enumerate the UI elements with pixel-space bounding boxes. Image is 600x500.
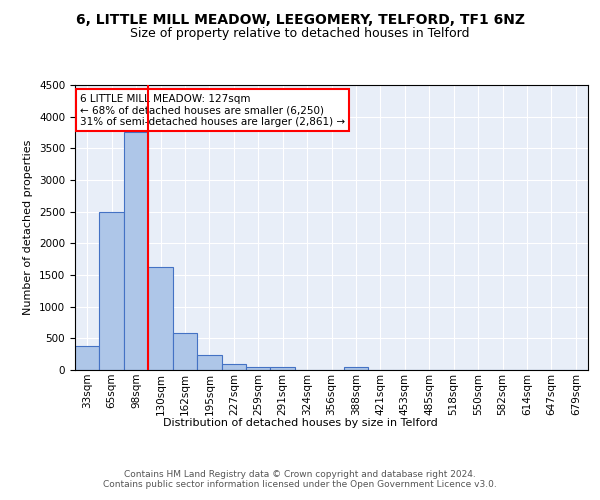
- Y-axis label: Number of detached properties: Number of detached properties: [23, 140, 34, 315]
- Text: 6 LITTLE MILL MEADOW: 127sqm
← 68% of detached houses are smaller (6,250)
31% of: 6 LITTLE MILL MEADOW: 127sqm ← 68% of de…: [80, 94, 345, 126]
- Text: Distribution of detached houses by size in Telford: Distribution of detached houses by size …: [163, 418, 437, 428]
- Text: Size of property relative to detached houses in Telford: Size of property relative to detached ho…: [130, 28, 470, 40]
- Bar: [173, 332, 197, 370]
- Text: Contains HM Land Registry data © Crown copyright and database right 2024.
Contai: Contains HM Land Registry data © Crown c…: [103, 470, 497, 490]
- Bar: [221, 364, 246, 370]
- Bar: [246, 366, 271, 370]
- Bar: [197, 355, 221, 370]
- Text: 6, LITTLE MILL MEADOW, LEEGOMERY, TELFORD, TF1 6NZ: 6, LITTLE MILL MEADOW, LEEGOMERY, TELFOR…: [76, 12, 524, 26]
- Bar: [75, 346, 100, 370]
- Bar: [100, 212, 124, 370]
- Bar: [148, 267, 173, 370]
- Bar: [271, 366, 295, 370]
- Bar: [344, 366, 368, 370]
- Bar: [124, 132, 148, 370]
